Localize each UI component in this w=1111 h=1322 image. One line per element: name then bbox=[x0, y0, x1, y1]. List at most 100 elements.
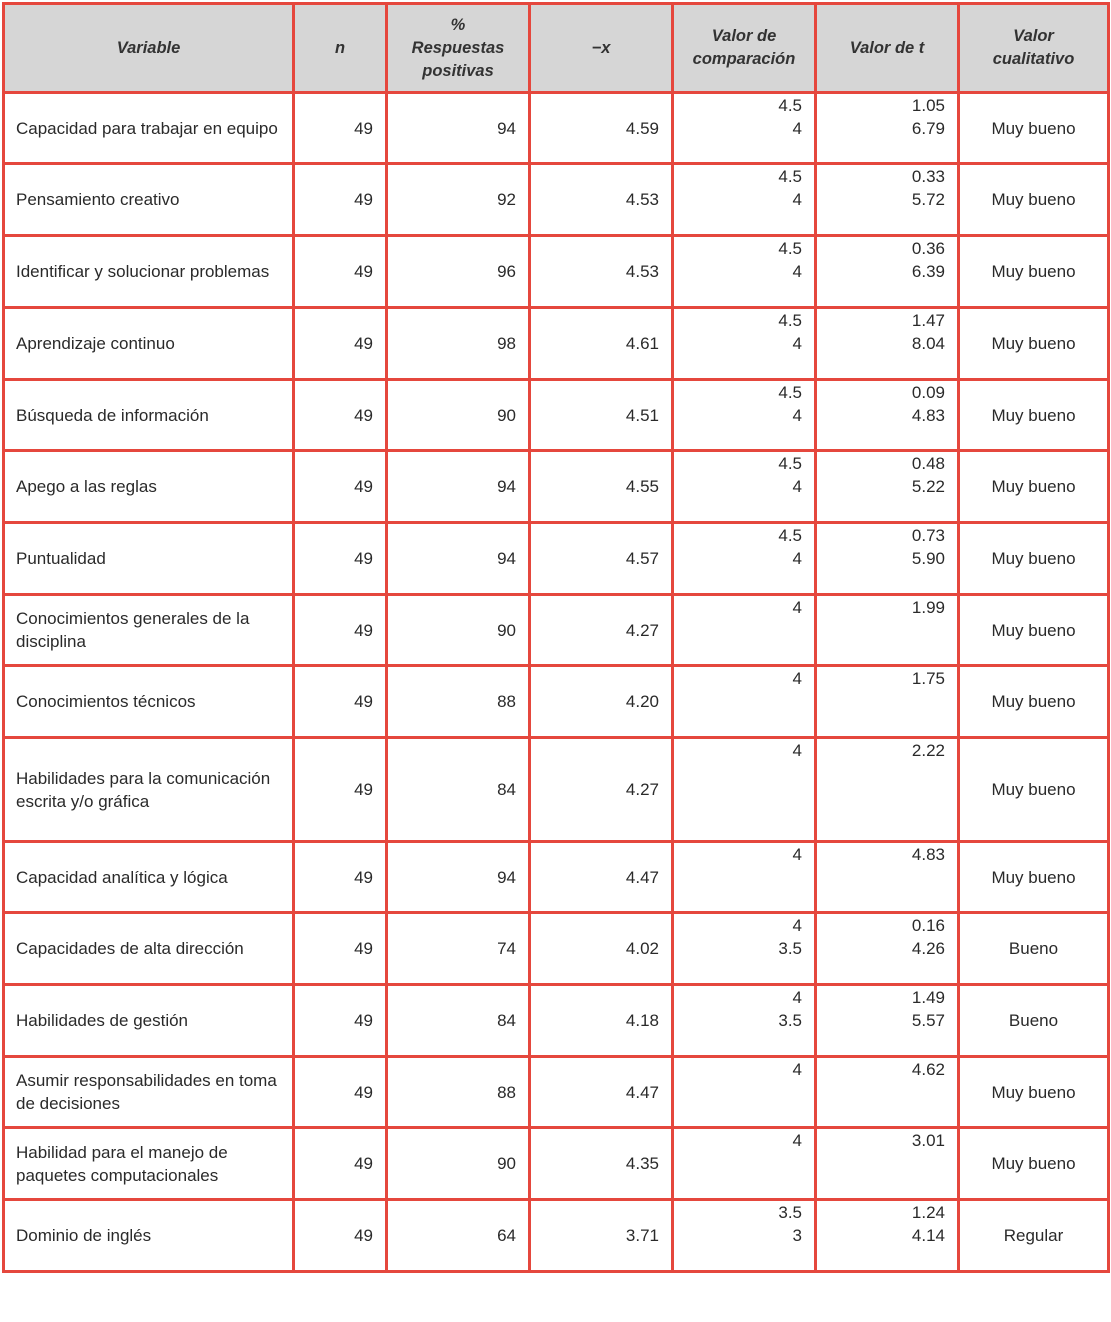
variable-cell: Asumir responsabilidades en toma de deci… bbox=[2, 1055, 295, 1129]
comparison-cell: 4.5 4 bbox=[671, 521, 817, 596]
percent-cell: 90 bbox=[385, 593, 531, 667]
comparison-value: 4.5 bbox=[778, 239, 802, 258]
column-header: Variable bbox=[2, 2, 295, 94]
comparison-value: 3.5 bbox=[778, 1203, 802, 1222]
comparison-cell: 4 bbox=[671, 1126, 817, 1201]
mean-cell: 4.59 bbox=[528, 91, 674, 165]
mean-cell: 4.18 bbox=[528, 983, 674, 1058]
comparison-value: 4.5 bbox=[778, 167, 802, 186]
value-stack: 4 bbox=[686, 1058, 802, 1126]
value-stack: 3.5 3 bbox=[686, 1201, 802, 1270]
value-stack: 4.5 4 bbox=[686, 94, 802, 162]
comparison-value: 3.5 bbox=[778, 939, 802, 958]
mean-cell: 4.27 bbox=[528, 593, 674, 667]
comparison-cell: 3.5 3 bbox=[671, 1198, 817, 1273]
qualitative-cell: Muy bueno bbox=[957, 306, 1110, 381]
value-stack: 4.5 4 bbox=[686, 452, 802, 521]
variable-cell: Puntualidad bbox=[2, 521, 295, 596]
qualitative-cell: Muy bueno bbox=[957, 664, 1110, 739]
value-stack: 4.5 4 bbox=[686, 381, 802, 449]
t-value: 5.90 bbox=[911, 549, 945, 568]
t-value: 1.49 bbox=[911, 988, 945, 1007]
value-stack: 0.48 5.22 bbox=[829, 452, 945, 521]
value-stack: 4.62 bbox=[829, 1058, 945, 1126]
variable-cell: Búsqueda de información bbox=[2, 378, 295, 452]
table-row: Capacidad para trabajar en equipo 49 94 4.5… bbox=[2, 91, 1110, 165]
value-stack: 4 bbox=[686, 843, 802, 911]
t-value: 0.36 bbox=[911, 239, 945, 258]
table-row: Dominio de inglés 49 64 3.71 3.5 3 1.24 4.14 Reg… bbox=[2, 1198, 1110, 1273]
column-header: Valor cualitativo bbox=[957, 2, 1110, 94]
comparison-value: 4 bbox=[792, 190, 802, 209]
qualitative-cell: Muy bueno bbox=[957, 1126, 1110, 1201]
t-value: 5.22 bbox=[911, 477, 945, 496]
comparison-cell: 4 3.5 bbox=[671, 911, 817, 986]
mean-cell: 4.35 bbox=[528, 1126, 674, 1201]
comparison-value: 4.5 bbox=[778, 311, 802, 330]
variable-cell: Conocimientos técnicos bbox=[2, 664, 295, 739]
table-row: Identificar y solucionar problemas 49 96 4.… bbox=[2, 234, 1110, 309]
comparison-value: 4 bbox=[792, 741, 802, 760]
column-header: n bbox=[292, 2, 388, 94]
t-value: 1.05 bbox=[911, 96, 945, 115]
value-stack: 4 bbox=[686, 667, 802, 736]
t-value: 6.39 bbox=[911, 262, 945, 281]
table-row: Pensamiento creativo 49 92 4.53 4.5 4 0.33 5.72… bbox=[2, 162, 1110, 237]
comparison-cell: 4 bbox=[671, 736, 817, 843]
n-cell: 49 bbox=[292, 664, 388, 739]
percent-cell: 84 bbox=[385, 736, 531, 843]
t-value: 4.83 bbox=[911, 845, 945, 864]
value-stack: 4.5 4 bbox=[686, 524, 802, 593]
mean-cell: 4.53 bbox=[528, 234, 674, 309]
table-row: Aprendizaje continuo 49 98 4.61 4.5 4 1.47 8.04… bbox=[2, 306, 1110, 381]
value-stack: 0.33 5.72 bbox=[829, 165, 945, 234]
qualitative-cell: Muy bueno bbox=[957, 162, 1110, 237]
percent-cell: 98 bbox=[385, 306, 531, 381]
comparison-value: 3.5 bbox=[778, 1011, 802, 1030]
t-value: 2.22 bbox=[911, 741, 945, 760]
comparison-value: 4 bbox=[792, 916, 802, 935]
comparison-value: 4 bbox=[792, 406, 802, 425]
table-row: Conocimientos técnicos 49 88 4.20 4 1.75 Muy b… bbox=[2, 664, 1110, 739]
t-cell: 1.05 6.79 bbox=[814, 91, 960, 165]
qualitative-cell: Muy bueno bbox=[957, 593, 1110, 667]
value-stack: 0.36 6.39 bbox=[829, 237, 945, 306]
t-value: 8.04 bbox=[911, 334, 945, 353]
variable-cell: Habilidad para el manejo de paquetes com… bbox=[2, 1126, 295, 1201]
comparison-value: 4 bbox=[792, 1131, 802, 1150]
n-cell: 49 bbox=[292, 840, 388, 914]
t-value: 4.14 bbox=[911, 1226, 945, 1245]
t-value: 5.72 bbox=[911, 190, 945, 209]
value-stack: 1.49 5.57 bbox=[829, 986, 945, 1055]
comparison-value: 4 bbox=[792, 477, 802, 496]
comparison-cell: 4.5 4 bbox=[671, 91, 817, 165]
variable-cell: Habilidades para la comunicación escrita… bbox=[2, 736, 295, 843]
comparison-value: 4.5 bbox=[778, 96, 802, 115]
percent-cell: 74 bbox=[385, 911, 531, 986]
variable-cell: Capacidad para trabajar en equipo bbox=[2, 91, 295, 165]
t-value: 1.24 bbox=[911, 1203, 945, 1222]
mean-cell: 4.61 bbox=[528, 306, 674, 381]
t-cell: 1.49 5.57 bbox=[814, 983, 960, 1058]
mean-cell: 4.55 bbox=[528, 449, 674, 524]
mean-cell: 4.27 bbox=[528, 736, 674, 843]
t-cell: 4.62 bbox=[814, 1055, 960, 1129]
column-header: Valor de t bbox=[814, 2, 960, 94]
n-cell: 49 bbox=[292, 521, 388, 596]
value-stack: 4 3.5 bbox=[686, 914, 802, 983]
n-cell: 49 bbox=[292, 911, 388, 986]
table-row: Puntualidad 49 94 4.57 4.5 4 0.73 5.90 Muy bueno bbox=[2, 521, 1110, 596]
table-row: Apego a las reglas 49 94 4.55 4.5 4 0.48 5.22 Mu… bbox=[2, 449, 1110, 524]
header-text: Valor de t bbox=[849, 38, 925, 57]
t-value: 5.57 bbox=[911, 1011, 945, 1030]
qualitative-cell: Muy bueno bbox=[957, 449, 1110, 524]
mean-cell: 4.47 bbox=[528, 1055, 674, 1129]
qualitative-cell: Regular bbox=[957, 1198, 1110, 1273]
t-value: 0.48 bbox=[911, 454, 945, 473]
value-stack: 1.05 6.79 bbox=[829, 94, 945, 162]
t-value: 1.47 bbox=[911, 311, 945, 330]
n-cell: 49 bbox=[292, 234, 388, 309]
value-stack: 1.75 bbox=[829, 667, 945, 736]
variable-cell: Dominio de inglés bbox=[2, 1198, 295, 1273]
